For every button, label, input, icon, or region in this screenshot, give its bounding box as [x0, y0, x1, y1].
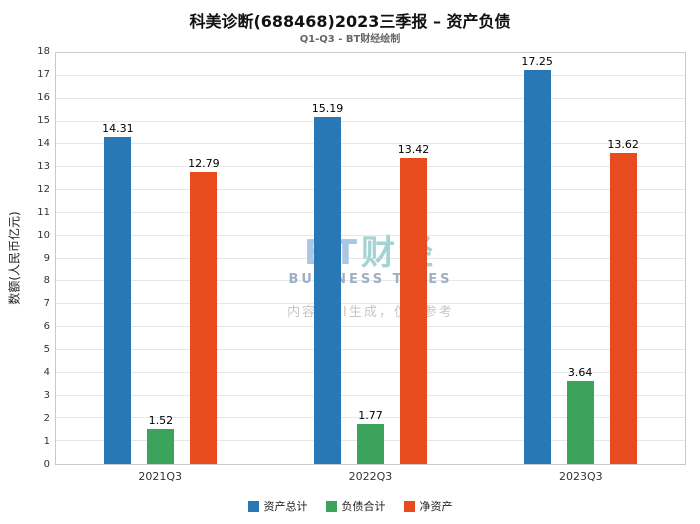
gridline-8	[56, 280, 685, 282]
y-tick-9: 9	[43, 252, 50, 264]
legend-label: 资产总计	[263, 500, 308, 513]
gridline-14	[56, 143, 685, 145]
y-tick-3: 3	[43, 390, 50, 402]
y-tick-2: 2	[43, 413, 50, 425]
legend-swatch	[247, 500, 259, 512]
bar-资产总计-2021Q3: 14.31	[102, 122, 134, 464]
y-axis-label: 数额(人民币亿元)	[7, 211, 22, 305]
legend-label: 净资产	[419, 500, 453, 513]
plot-area: BT财经 BUSINESS TIMES 内容由AI生成，仅供参考 14.311.…	[55, 52, 686, 465]
y-tick-13: 13	[37, 160, 50, 172]
y-tick-4: 4	[43, 367, 50, 379]
bar-净资产-2022Q3: 13.42	[398, 143, 429, 464]
bar-value-label: 13.62	[607, 138, 639, 152]
bar-value-label: 14.31	[102, 122, 134, 136]
y-tick-11: 11	[37, 206, 50, 218]
y-tick-7: 7	[43, 298, 50, 310]
gridline-10	[56, 234, 685, 236]
legend-swatch	[325, 500, 337, 512]
y-tick-12: 12	[37, 183, 50, 195]
x-tick-label-2023Q3: 2023Q3	[558, 470, 603, 483]
y-tick-10: 10	[37, 229, 50, 241]
legend: 资产总计 负债合计 净资产	[0, 498, 700, 514]
gridline-9	[56, 257, 685, 259]
y-tick-14: 14	[37, 137, 50, 149]
y-tick-8: 8	[43, 275, 50, 287]
y-tick-0: 0	[43, 459, 50, 470]
gridline-5	[56, 348, 685, 350]
legend-item-资产总计: 资产总计	[247, 498, 308, 514]
y-axis-tick-labels: 0 1 2 3 4 5 6 7 8 9 10 11 12 13 14 15 16 17 18	[26, 47, 50, 470]
gridline-11	[56, 211, 685, 213]
bar-负债合计-2021Q3: 1.52	[147, 414, 175, 464]
bar-value-label: 3.64	[567, 365, 593, 379]
y-tick-16: 16	[37, 91, 50, 103]
bar-value-label: 12.79	[188, 156, 220, 170]
bars-layer: 14.31 1.52 12.79 15.19 1.77 13.42 17.25 3.64 13.…	[56, 53, 685, 464]
gridline-12	[56, 189, 685, 191]
y-tick-17: 17	[37, 68, 50, 80]
y-tick-15: 15	[37, 114, 50, 126]
bar-group-2021Q3: 14.31 1.52 12.79	[56, 53, 266, 464]
y-tick-5: 5	[43, 344, 50, 356]
bar-净资产-2021Q3: 12.79	[188, 157, 220, 464]
x-tick-label-2021Q3: 2021Q3	[138, 470, 182, 483]
bar-负债合计-2022Q3: 1.77	[357, 409, 384, 464]
gridline-4	[56, 371, 685, 373]
gridline-17	[56, 74, 685, 76]
bar-group-2023Q3: 17.25 3.64 13.62	[475, 53, 685, 464]
gridline-15	[56, 120, 685, 122]
x-tick-label-2022Q3: 2022Q3	[348, 470, 393, 483]
legend-swatch	[403, 500, 415, 512]
gridline-2	[56, 417, 685, 419]
gridline-13	[56, 166, 685, 168]
bar-资产总计-2023Q3: 17.25	[521, 55, 553, 464]
y-tick-1: 1	[43, 436, 50, 448]
bar-value-label: 1.77	[358, 408, 383, 422]
chart-subtitle: Q1-Q3 - BT财经绘制	[299, 34, 401, 45]
bar-负债合计-2023Q3: 3.64	[566, 366, 594, 464]
legend-item-净资产: 净资产	[403, 498, 453, 514]
bar-value-label: 13.42	[397, 142, 430, 156]
y-tick-6: 6	[43, 321, 50, 333]
bar-value-label: 15.19	[311, 102, 344, 116]
bar-value-label: 17.25	[521, 55, 553, 69]
legend-label: 负债合计	[341, 500, 386, 513]
bar-净资产-2023Q3: 13.62	[607, 138, 639, 464]
legend-item-负债合计: 负债合计	[325, 498, 386, 514]
x-axis-labels: 2021Q3 2022Q3 2023Q3	[55, 470, 686, 483]
gridline-3	[56, 394, 685, 396]
gridline-6	[56, 326, 685, 328]
bar-资产总计-2022Q3: 15.19	[312, 102, 343, 464]
chart-title: 科美诊断(688468)2023三季报 – 资产负债	[189, 12, 511, 31]
y-tick-18: 18	[37, 46, 50, 57]
bar-group-2022Q3: 15.19 1.77 13.42	[266, 53, 476, 464]
bar-value-label: 1.52	[148, 414, 174, 428]
gridline-16	[56, 97, 685, 99]
gridline-7	[56, 303, 685, 305]
